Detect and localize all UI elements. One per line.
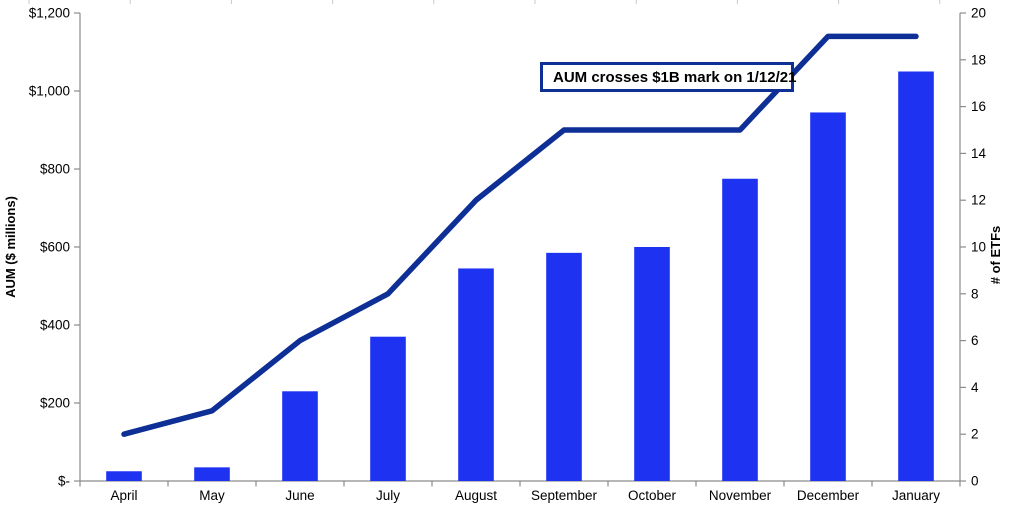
bar-august <box>458 268 494 481</box>
bar-may <box>194 467 230 481</box>
category-label: May <box>199 488 225 503</box>
right-axis-tick-label: 10 <box>971 240 986 255</box>
category-label: November <box>709 488 772 503</box>
bar-september <box>546 252 582 481</box>
left-axis-tick-label: $800 <box>40 162 70 177</box>
bar-april <box>106 471 142 481</box>
right-axis-tick-label: 8 <box>971 286 979 301</box>
bar-december <box>810 112 846 481</box>
left-axis-title: AUM ($ millions) <box>3 196 18 298</box>
left-axis-tick-label: $1,200 <box>29 6 70 21</box>
left-axis-tick-label: $1,000 <box>29 84 70 99</box>
bar-november <box>722 178 758 481</box>
etf-count-line <box>121 33 919 437</box>
right-axis-tick-label: 12 <box>971 193 986 208</box>
left-axis-tick-label: $400 <box>40 318 70 333</box>
category-label: January <box>892 488 940 503</box>
bar-october <box>634 247 670 481</box>
right-axis-tick-label: 2 <box>971 427 979 442</box>
bar-january <box>898 71 934 481</box>
right-axis-tick-label: 18 <box>971 52 986 67</box>
category-label: August <box>455 488 497 503</box>
category-label: June <box>285 488 314 503</box>
right-axis-tick-label: 16 <box>971 99 986 114</box>
right-axis-tick-label: 0 <box>971 474 979 489</box>
category-label: October <box>628 488 677 503</box>
left-axis-tick-label: $- <box>58 474 70 489</box>
right-axis-tick-label: 4 <box>971 380 979 395</box>
bar-june <box>282 391 318 481</box>
category-label: July <box>376 488 400 503</box>
annotation-callout: AUM crosses $1B mark on 1/12/21 <box>540 62 797 92</box>
annotation-text: AUM crosses $1B mark on 1/12/21 <box>553 68 797 86</box>
bar-july <box>370 336 406 481</box>
category-label: April <box>110 488 137 503</box>
right-axis-tick-label: 20 <box>971 6 986 21</box>
left-axis-tick-label: $200 <box>40 396 70 411</box>
right-axis-tick-label: 6 <box>971 333 979 348</box>
left-axis-tick-label: $600 <box>40 240 70 255</box>
right-axis-title: # of ETFs <box>988 226 1003 285</box>
category-label: September <box>531 488 598 503</box>
right-axis-tick-label: 14 <box>971 146 987 161</box>
category-label: December <box>797 488 860 503</box>
